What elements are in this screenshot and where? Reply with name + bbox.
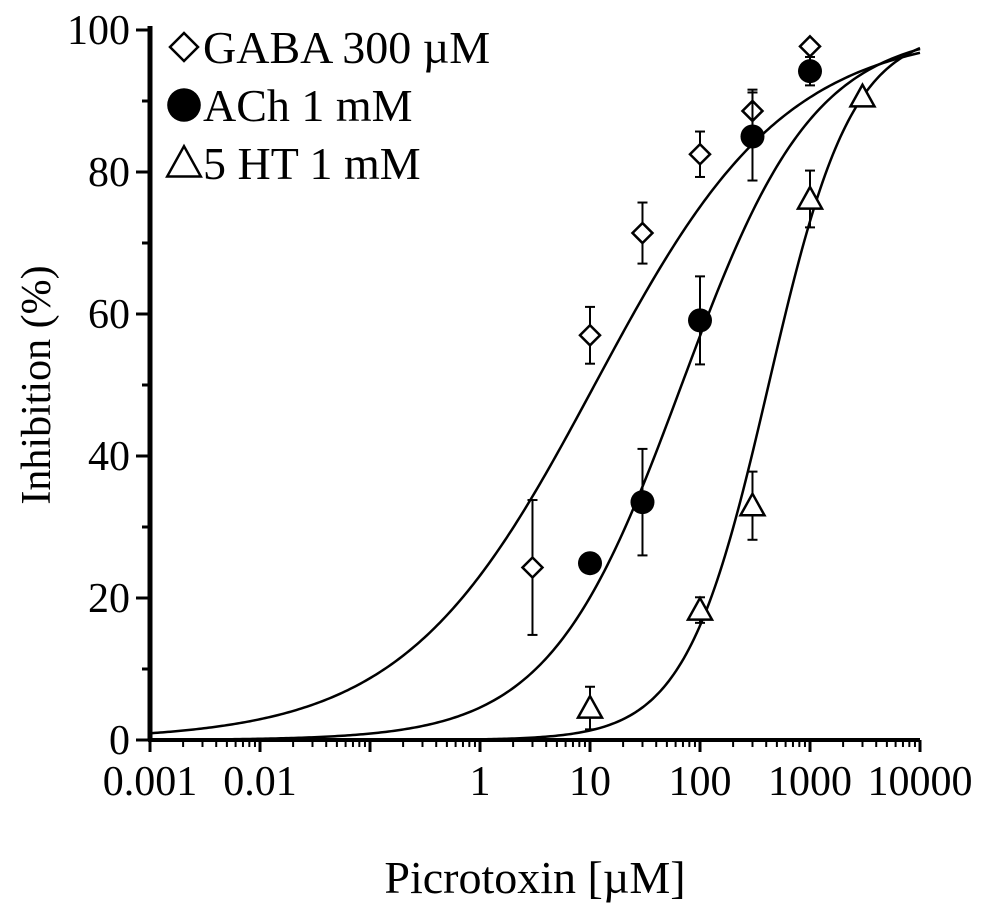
data-point (578, 323, 602, 348)
data-point (630, 221, 655, 245)
y-tick-label: 60 (88, 292, 130, 338)
legend-marker (167, 88, 201, 122)
data-point (740, 124, 765, 149)
x-tick-label: 10 (569, 759, 611, 805)
fit-curves (149, 46, 921, 742)
x-axis-label: Picrotoxin [µM] (384, 852, 685, 903)
x-tick-label: 0.001 (103, 759, 198, 805)
data-point (578, 551, 602, 576)
fit-curve (149, 51, 921, 735)
data-points (520, 34, 877, 731)
y-tick-label: 100 (67, 8, 130, 54)
fit-curve (150, 46, 921, 742)
axes: 0 20 40 60 80 100 0.001 0.01 1 10 100 1000 10000 (67, 8, 973, 805)
data-point (688, 308, 712, 333)
x-tick-label: 10000 (868, 759, 973, 805)
legend-marker (168, 31, 200, 63)
data-point (685, 595, 715, 621)
legend-label: GABA 300 µM (203, 22, 490, 73)
x-tick-label: 100 (669, 759, 732, 805)
y-axis-label: Inhibition (%) (14, 265, 60, 504)
data-point (798, 34, 822, 59)
y-tick-label: 80 (88, 150, 130, 196)
data-point (798, 59, 822, 84)
data-point (520, 555, 545, 580)
y-tick-label: 20 (88, 576, 130, 622)
legend: GABA 300 µM ACh 1 mM 5 HT 1 mM (165, 22, 490, 189)
data-point (738, 491, 767, 517)
data-point (795, 184, 825, 210)
legend-label: ACh 1 mM (203, 80, 413, 131)
data-point (848, 82, 877, 108)
y-tick-label: 0 (109, 718, 130, 764)
data-point (688, 142, 712, 167)
y-tick-label: 40 (88, 434, 130, 480)
x-tick-label: 1 (470, 759, 491, 805)
fit-curve (150, 47, 921, 742)
data-point (575, 693, 605, 719)
legend-label: 5 HT 1 mM (203, 138, 421, 189)
x-tick-label: 0.01 (223, 759, 297, 805)
x-tick-label: 1000 (768, 759, 852, 805)
legend-marker (165, 143, 203, 178)
data-point (630, 490, 655, 515)
